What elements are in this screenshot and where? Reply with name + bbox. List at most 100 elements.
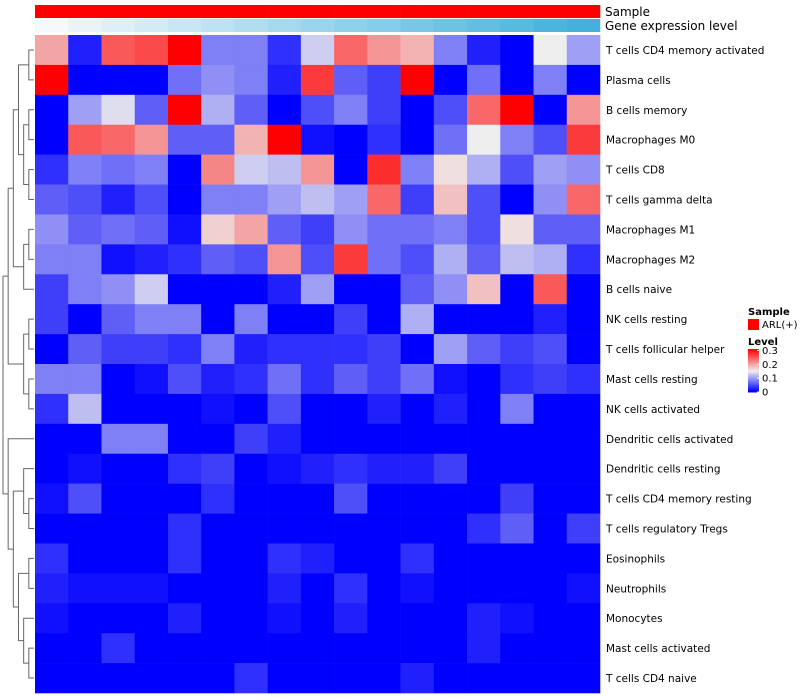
colorbar-segment [748, 363, 759, 365]
annotation-cell [367, 5, 401, 18]
heatmap-cell [566, 214, 601, 245]
heatmap-cell [400, 453, 435, 484]
heatmap-cell [35, 453, 69, 484]
heatmap-cell [334, 214, 368, 245]
heatmap-cell [134, 154, 169, 185]
annotation-cell [533, 19, 568, 32]
heatmap-cell [134, 513, 169, 544]
heatmap-cell [201, 274, 235, 305]
heatmap-cell [433, 513, 468, 544]
heatmap-cell [134, 64, 169, 96]
row-label: T cells CD4 memory activated [605, 45, 764, 57]
heatmap-cell [234, 603, 268, 634]
colorbar-segment [748, 360, 759, 362]
heatmap-cell [334, 603, 368, 634]
heatmap-cell [101, 274, 136, 305]
heatmap-cell [500, 423, 534, 455]
heatmap-cell [533, 64, 568, 96]
heatmap-cell [101, 483, 136, 514]
heatmap-cell [433, 334, 468, 365]
heatmap-cell [35, 423, 69, 455]
heatmap-cell [400, 64, 435, 96]
heatmap-cell [367, 663, 401, 694]
heatmap-cell [134, 663, 169, 694]
heatmap-cell [467, 663, 501, 694]
heatmap-cell [433, 364, 468, 395]
heatmap-cell [500, 663, 534, 694]
row-label: Plasma cells [606, 75, 671, 87]
heatmap-cell [35, 633, 69, 664]
annotation-label: Sample [605, 5, 650, 19]
heatmap-cell [35, 184, 69, 215]
heatmap-cell [334, 393, 368, 425]
annotation-cell [334, 19, 368, 32]
annotation-cell [566, 19, 601, 32]
heatmap-cell [101, 64, 136, 96]
heatmap-cell [533, 154, 568, 185]
heatmap-cell [566, 633, 601, 664]
colorbar-tick-label: 0 [762, 388, 768, 399]
heatmap-cell [500, 94, 534, 126]
heatmap-cell [566, 35, 601, 66]
heatmap-cell [400, 274, 435, 305]
heatmap-cell [35, 64, 69, 96]
heatmap-cell [201, 184, 235, 215]
colorbar-segment [748, 349, 759, 351]
heatmap-cell [68, 274, 102, 305]
heatmap-cell [500, 453, 534, 484]
heatmap-cell [35, 244, 69, 275]
heatmap-cell [167, 663, 202, 694]
heatmap-cell [68, 603, 102, 634]
row-label: T cells CD8 [605, 165, 665, 177]
heatmap-cell [234, 35, 268, 66]
heatmap-cell [134, 214, 169, 245]
heatmap-cell [167, 513, 202, 544]
heatmap-cell [267, 603, 302, 634]
row-label: T cells CD4 naive [605, 673, 697, 685]
heatmap-cell [201, 64, 235, 96]
annotation-cell [500, 5, 534, 18]
colorbar-segment [748, 388, 759, 390]
heatmap-cell [267, 94, 302, 126]
heatmap-cell [367, 304, 401, 335]
annotation-cell [101, 19, 136, 32]
heatmap-cell [334, 423, 368, 455]
heatmap-cell [68, 633, 102, 664]
heatmap-cell [500, 64, 534, 96]
heatmap-cell [234, 154, 268, 185]
heatmap-cell [433, 184, 468, 215]
heatmap-cell [35, 573, 69, 604]
dendrogram-branch [28, 647, 34, 679]
heatmap-cell [101, 244, 136, 275]
legend-level-colorbar [748, 349, 759, 393]
heatmap-cell [68, 453, 102, 484]
colorbar-segment [748, 370, 759, 372]
heatmap-cell [101, 603, 136, 634]
heatmap-cell [367, 393, 401, 425]
colorbar-segment [748, 356, 759, 358]
heatmap-cell [400, 364, 435, 395]
heatmap-cell [101, 214, 136, 245]
heatmap-cell [234, 184, 268, 215]
heatmap-cell [433, 274, 468, 305]
heatmap-cell [167, 543, 202, 574]
colorbar-tick-label: 0.1 [762, 374, 778, 385]
heatmap-cell [467, 64, 501, 96]
heatmap-cell [68, 304, 102, 335]
heatmap-cell [433, 573, 468, 604]
colorbar-segment [748, 387, 759, 389]
heatmap-cell [134, 483, 169, 514]
colorbar-segment [748, 381, 759, 383]
heatmap-cell [267, 453, 302, 484]
heatmap-cell [201, 334, 235, 365]
colorbar-segment [748, 357, 759, 359]
heatmap-cell [267, 334, 302, 365]
heatmap-cell [367, 483, 401, 514]
heatmap-cell [500, 184, 534, 215]
row-labels: T cells CD4 memory activated Plasma cells… [605, 45, 764, 685]
annotation-cell [68, 19, 102, 32]
heatmap-cell [134, 334, 169, 365]
heatmap-cell [300, 334, 335, 365]
heatmap-cell [533, 483, 568, 514]
heatmap-cell [500, 304, 534, 335]
